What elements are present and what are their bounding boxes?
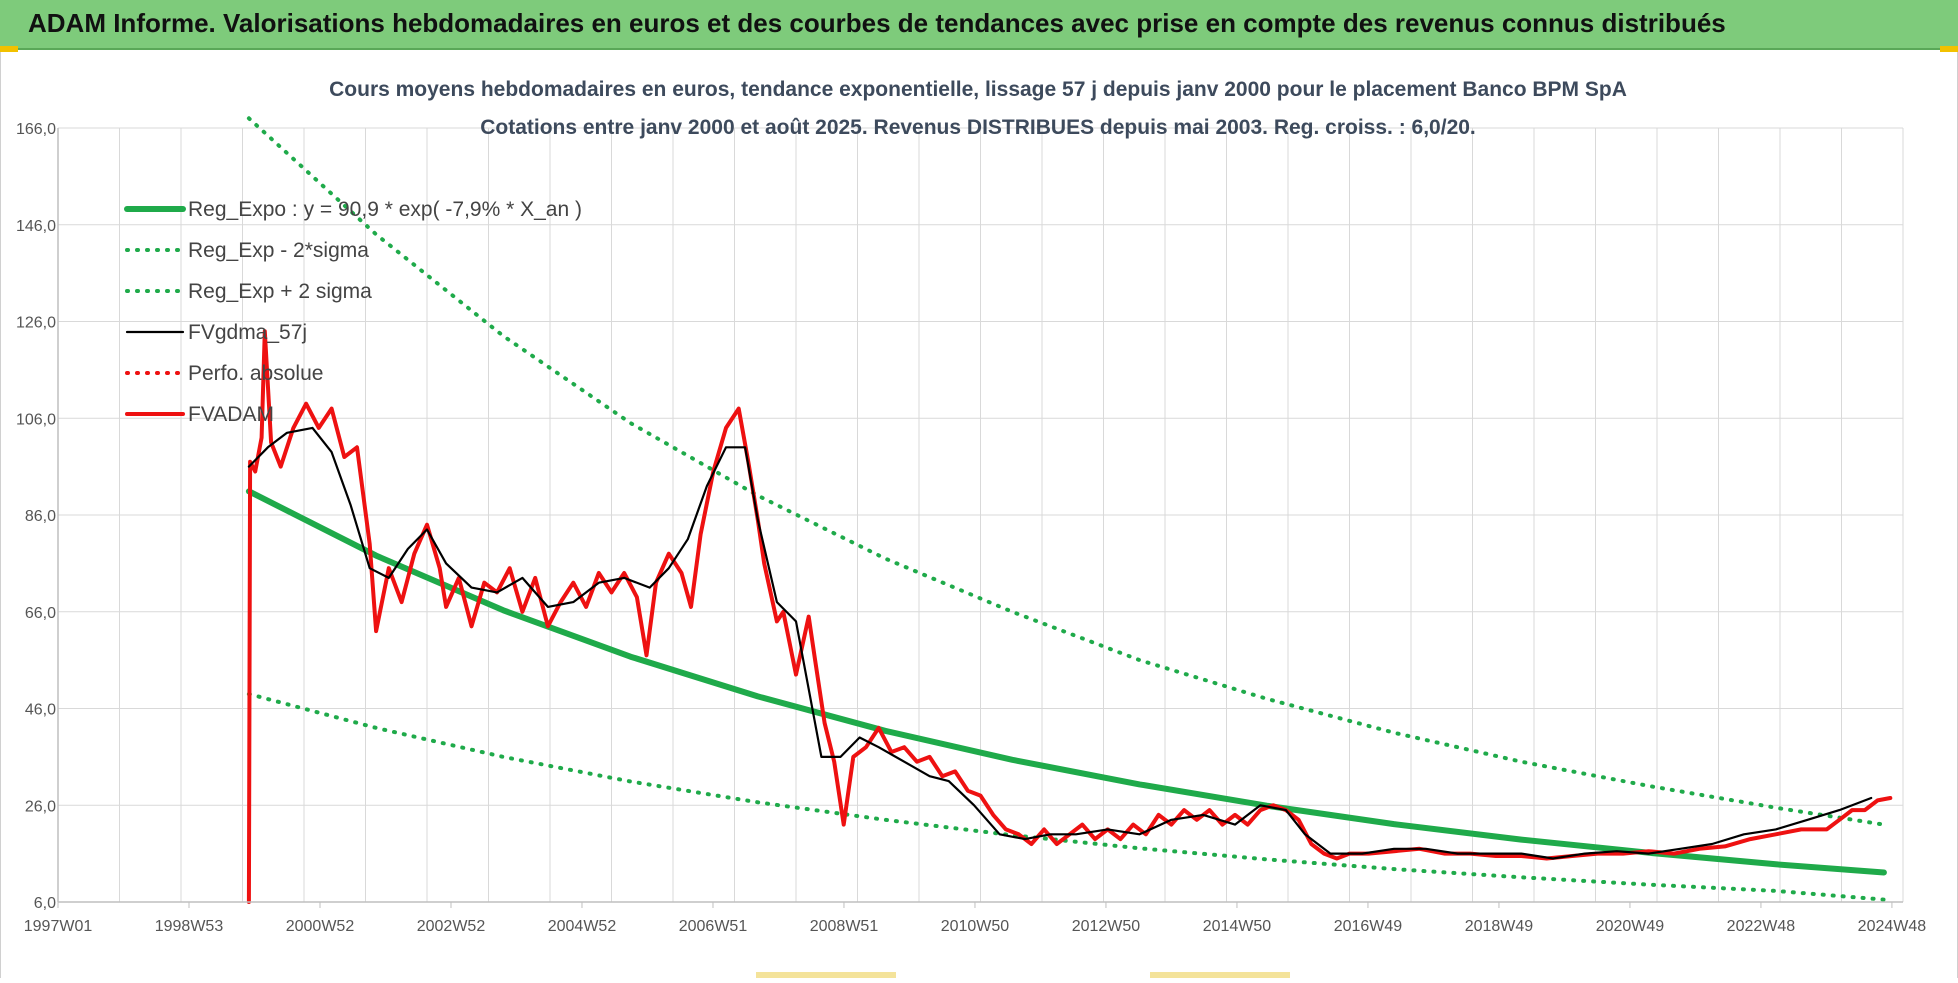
x-tick-label: 2024W48 bbox=[1858, 918, 1927, 935]
y-tick-label: 6,0 bbox=[34, 895, 56, 912]
legend-label: FVADAM bbox=[188, 403, 274, 426]
y-tick-label: 26,0 bbox=[25, 798, 56, 815]
chart-area: 166,0 146,0 126,0 106,0 86,0 66,0 46,0 26,0 6,0 1… bbox=[0, 52, 1958, 978]
x-tick-label: 2022W48 bbox=[1727, 918, 1796, 935]
x-tick-label: 1997W01 bbox=[24, 918, 93, 935]
y-tick-label: 146,0 bbox=[16, 218, 56, 235]
y-tick-label: 66,0 bbox=[25, 605, 56, 622]
chart-svg: 166,0 146,0 126,0 106,0 86,0 66,0 46,0 26,0 6,0 1… bbox=[16, 78, 1926, 935]
legend-label: Perfo. absolue bbox=[188, 362, 323, 385]
legend-label: Reg_Expo : y = 90,9 * exp( -7,9% * X_an … bbox=[188, 198, 582, 221]
series-line-5 bbox=[246, 329, 1893, 904]
x-tick-label: 2010W50 bbox=[941, 918, 1010, 935]
series-line-1 bbox=[246, 692, 1886, 902]
series-line-3 bbox=[247, 426, 1873, 860]
x-tick-label: 2006W51 bbox=[679, 918, 748, 935]
corner-marker-right bbox=[1940, 46, 1958, 52]
grid-layer bbox=[57, 127, 1904, 903]
y-tick-label: 166,0 bbox=[16, 121, 56, 138]
series-layer bbox=[245, 116, 1893, 904]
series-line-0 bbox=[245, 488, 1887, 876]
legend-label: Reg_Exp + 2 sigma bbox=[188, 280, 372, 303]
corner-marker-left bbox=[0, 46, 18, 52]
x-tick-label: 2000W52 bbox=[286, 918, 355, 935]
x-tick-label: 2004W52 bbox=[548, 918, 617, 935]
bottom-strip-left bbox=[756, 972, 896, 978]
chart-subtitle: Cotations entre janv 2000 et août 2025. … bbox=[480, 116, 1476, 139]
chart-title: Cours moyens hebdomadaires en euros, ten… bbox=[329, 78, 1627, 101]
y-tick-label: 46,0 bbox=[25, 702, 56, 719]
series-line-2 bbox=[246, 116, 1886, 827]
x-tick-label: 2020W49 bbox=[1596, 918, 1665, 935]
x-tick-label: 2018W49 bbox=[1465, 918, 1534, 935]
x-tick-label: 2014W50 bbox=[1203, 918, 1272, 935]
legend: Reg_Expo : y = 90,9 * exp( -7,9% * X_an … bbox=[124, 198, 582, 426]
x-tick-label: 2016W49 bbox=[1334, 918, 1403, 935]
x-tick-label: 2002W52 bbox=[417, 918, 486, 935]
report-header: ADAM Informe. Valorisations hebdomadaire… bbox=[0, 0, 1958, 50]
bottom-strip-right bbox=[1150, 972, 1290, 978]
legend-label: Reg_Exp - 2*sigma bbox=[188, 239, 369, 262]
y-tick-label: 126,0 bbox=[16, 315, 56, 332]
x-tick-label: 2012W50 bbox=[1072, 918, 1141, 935]
y-tick-label: 106,0 bbox=[16, 411, 56, 428]
y-tick-label: 86,0 bbox=[25, 508, 56, 525]
x-tick-label: 2008W51 bbox=[810, 918, 879, 935]
x-tick-label: 1998W53 bbox=[155, 918, 224, 935]
axis-layer: 166,0 146,0 126,0 106,0 86,0 66,0 46,0 26,0 6,0 1… bbox=[16, 121, 1926, 935]
legend-label: FVgdma_57j bbox=[188, 321, 307, 344]
report-title: ADAM Informe. Valorisations hebdomadaire… bbox=[28, 8, 1726, 38]
